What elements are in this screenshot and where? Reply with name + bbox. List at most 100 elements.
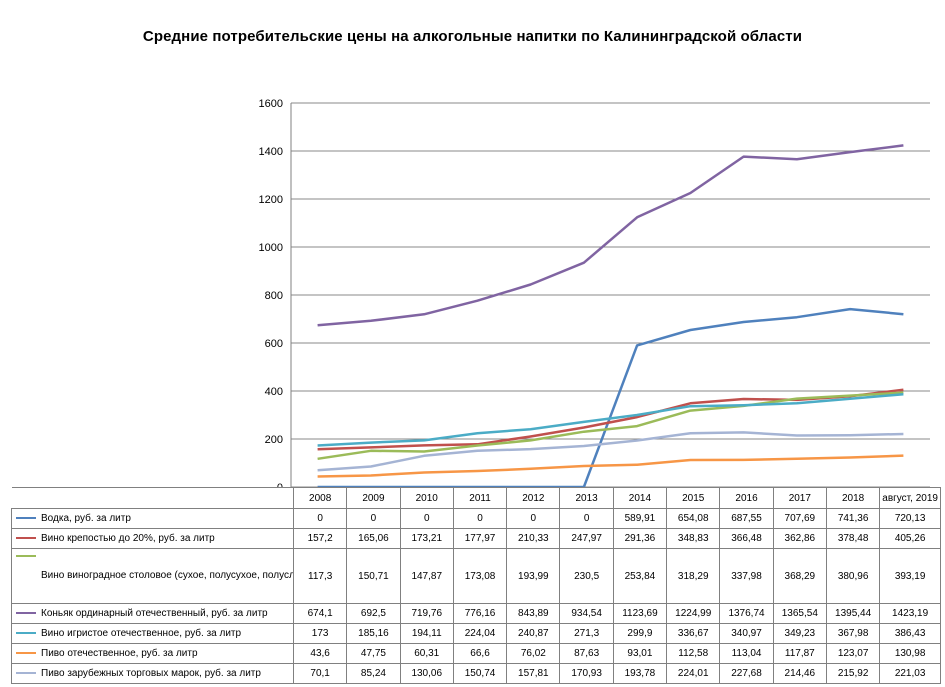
- x-tick-label: 2013: [559, 487, 614, 509]
- x-tick-label: 2018: [825, 487, 881, 509]
- data-label: 720,13: [879, 508, 941, 529]
- legend-key: [16, 554, 36, 557]
- data-label: 253,84: [612, 548, 668, 604]
- data-label: 0: [452, 508, 508, 529]
- data-label: 367,98: [825, 623, 881, 644]
- data-label: 589,91: [612, 508, 668, 529]
- data-label: 221,03: [879, 663, 941, 684]
- legend-entry: Водка, руб. за литр: [11, 508, 294, 529]
- data-label: 177,97: [452, 528, 508, 549]
- data-label: 1423,19: [879, 603, 941, 624]
- data-label: 173,08: [452, 548, 508, 604]
- data-label: 0: [506, 508, 561, 529]
- data-label: 674,1: [292, 603, 348, 624]
- data-label: 70,1: [292, 663, 348, 684]
- y-tick-label: 0: [277, 482, 283, 487]
- data-label: 117,87: [772, 643, 827, 664]
- data-label: 271,3: [559, 623, 614, 644]
- legend-entry: Коньяк ординарный отечественный, руб. за…: [11, 603, 294, 624]
- data-label: 112,58: [666, 643, 721, 664]
- data-label: 340,97: [719, 623, 774, 644]
- x-tick-label: 2010: [399, 487, 454, 509]
- data-label: 393,19: [879, 548, 941, 604]
- x-tick-label: 2014: [612, 487, 668, 509]
- y-tick-label: 400: [265, 386, 283, 398]
- data-label: 366,48: [719, 528, 774, 549]
- data-label: 227,68: [719, 663, 774, 684]
- table-row: Коньяк ординарный отечественный, руб. за…: [11, 603, 941, 624]
- series-name: Вино крепостью до 20%, руб. за литр: [41, 532, 215, 544]
- data-label: 0: [292, 508, 348, 529]
- data-label: 1224,99: [666, 603, 721, 624]
- x-tick-label: 2017: [772, 487, 827, 509]
- data-label: 150,71: [346, 548, 401, 604]
- data-label: 318,29: [666, 548, 721, 604]
- series-name: Водка, руб. за литр: [41, 512, 131, 524]
- y-tick-label: 1400: [259, 146, 283, 158]
- data-label: 692,5: [346, 603, 401, 624]
- data-label: 776,16: [452, 603, 508, 624]
- legend-entry: Пиво зарубежных торговых марок, руб. за …: [11, 663, 294, 684]
- data-label: 386,43: [879, 623, 941, 644]
- series-line-4: [317, 144, 904, 327]
- data-label: 291,36: [612, 528, 668, 549]
- x-tick-label: 2011: [452, 487, 508, 509]
- data-label: 1123,69: [612, 603, 668, 624]
- data-label: 117,3: [292, 548, 348, 604]
- data-label: 150,74: [452, 663, 508, 684]
- data-label: 362,86: [772, 528, 827, 549]
- data-label: 43,6: [292, 643, 348, 664]
- data-label: 405,26: [879, 528, 941, 549]
- series-name: Коньяк ординарный отечественный, руб. за…: [41, 607, 268, 619]
- data-label: 194,11: [399, 623, 454, 644]
- data-label: 719,76: [399, 603, 454, 624]
- y-tick-label: 1000: [259, 242, 283, 254]
- data-label: 368,29: [772, 548, 827, 604]
- legend-entry: Вино игристое отечественное, руб. за лит…: [11, 623, 294, 644]
- data-label: 843,89: [506, 603, 561, 624]
- y-tick-label: 200: [265, 434, 283, 446]
- y-tick-label: 1600: [259, 98, 283, 110]
- data-label: 380,96: [825, 548, 881, 604]
- data-label: 378,48: [825, 528, 881, 549]
- chart-plot: 0 200 400 600 800 1000 1200 1400 1600: [259, 98, 930, 487]
- legend-key: [16, 517, 36, 520]
- legend-key: [16, 632, 36, 635]
- data-label: 147,87: [399, 548, 454, 604]
- data-label: 230,5: [559, 548, 614, 604]
- data-label: 0: [399, 508, 454, 529]
- series-line-1: [317, 307, 904, 487]
- table-row: Вино игристое отечественное, руб. за лит…: [11, 623, 941, 644]
- data-label: 224,04: [452, 623, 508, 644]
- series-name: Пиво отечественное, руб. за литр: [41, 647, 198, 659]
- legend-key: [16, 652, 36, 655]
- data-label: 93,01: [612, 643, 668, 664]
- x-tick-label: 2009: [346, 487, 401, 509]
- data-label: 349,23: [772, 623, 827, 644]
- series-line-5: [317, 393, 904, 447]
- data-label: 1376,74: [719, 603, 774, 624]
- y-tick-label: 1200: [259, 194, 283, 206]
- data-label: 1365,54: [772, 603, 827, 624]
- data-label: 87,63: [559, 643, 614, 664]
- data-label: 0: [559, 508, 614, 529]
- data-label: 210,33: [506, 528, 561, 549]
- data-label: 173,21: [399, 528, 454, 549]
- legend-entry: Пиво отечественное, руб. за литр: [11, 643, 294, 664]
- data-label: 170,93: [559, 663, 614, 684]
- legend-key: [16, 612, 36, 615]
- data-label: 193,78: [612, 663, 668, 684]
- series-name: Вино виноградное столовое (сухое, полусу…: [41, 570, 294, 582]
- x-tick-label: 2015: [666, 487, 721, 509]
- data-label: 654,08: [666, 508, 721, 529]
- data-label: 173: [292, 623, 348, 644]
- data-label: 0: [346, 508, 401, 529]
- data-label: 707,69: [772, 508, 827, 529]
- data-label: 47,75: [346, 643, 401, 664]
- data-label: 193,99: [506, 548, 561, 604]
- data-label: 214,46: [772, 663, 827, 684]
- table-row: Вино крепостью до 20%, руб. за литр 157,2…: [11, 528, 941, 549]
- y-tick-label: 600: [265, 338, 283, 350]
- data-label: 348,83: [666, 528, 721, 549]
- data-label: 60,31: [399, 643, 454, 664]
